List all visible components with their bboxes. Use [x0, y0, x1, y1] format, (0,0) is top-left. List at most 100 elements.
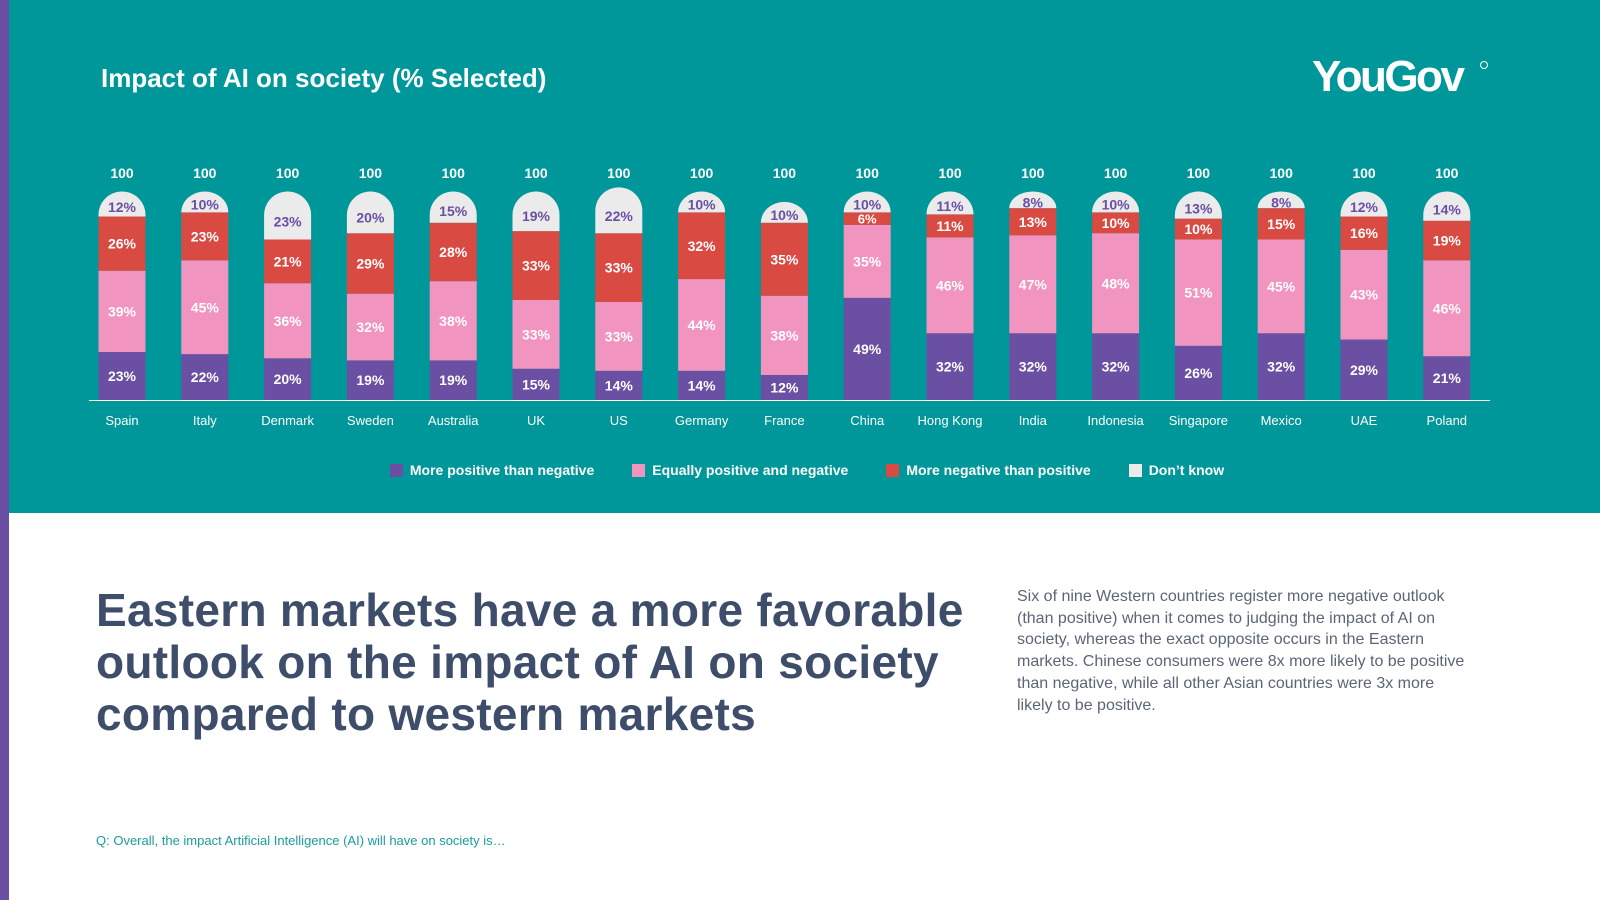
data-label-germany-equally-positive-and-negative: 44%: [688, 317, 717, 333]
chart-title: Impact of AI on society (% Selected): [101, 63, 547, 93]
data-label-us-don-t-know: 22%: [605, 208, 634, 224]
total-label-uk: 100: [524, 165, 548, 181]
bar-spain-equally-positive-and-negative: [98, 270, 146, 353]
bar-us-equally-positive-and-negative: [595, 302, 643, 371]
legend-swatch: [632, 463, 646, 477]
data-label-mexico-more-positive-than-negative: 32%: [1267, 359, 1296, 375]
stacked-bar-chart: 23% 39% 26% 12% 100 Spain 22% 45% 23% 10% 100 Italy…: [89, 165, 1490, 428]
category-label-poland: Poland: [1427, 413, 1467, 428]
bar-australia-more-negative-than-positive: [429, 222, 477, 282]
bar-indonesia-more-negative-than-positive: [1092, 212, 1140, 234]
bar-italy-more-negative-than-positive: [181, 212, 229, 261]
data-label-spain-more-negative-than-positive: 26%: [108, 236, 137, 252]
data-label-poland-equally-positive-and-negative: 46%: [1433, 300, 1462, 316]
total-label-sweden: 100: [359, 165, 383, 181]
data-label-uk-more-positive-than-negative: 15%: [522, 376, 551, 392]
headline: Eastern markets have a more favorable ou…: [96, 584, 964, 740]
category-label-us: US: [610, 413, 628, 428]
bar-india-equally-positive-and-negative: [1009, 235, 1057, 334]
legend-label: Don’t know: [1148, 462, 1225, 478]
data-label-denmark-more-negative-than-positive: 21%: [274, 253, 303, 269]
category-label-spain: Spain: [105, 413, 138, 428]
body-text: Six of nine Western countries register m…: [1017, 588, 1465, 714]
total-label-denmark: 100: [276, 165, 300, 181]
bar-poland-don-t-know: [1423, 191, 1471, 221]
bar-uae-more-positive-than-negative: [1340, 339, 1388, 400]
registered-mark-icon: [1480, 61, 1488, 69]
bar-germany-more-negative-than-positive: [678, 212, 726, 280]
bar-singapore-equally-positive-and-negative: [1174, 239, 1222, 346]
data-label-mexico-don-t-know: 8%: [1271, 195, 1292, 211]
bar-poland-more-positive-than-negative: [1423, 356, 1471, 400]
chart-legend: More positive than negative Equally posit…: [0, 462, 1600, 478]
total-label-uae: 100: [1352, 165, 1376, 181]
data-label-spain-don-t-know: 12%: [108, 199, 137, 215]
data-label-france-more-negative-than-positive: 35%: [770, 251, 799, 267]
data-label-uae-don-t-know: 12%: [1350, 199, 1379, 215]
data-label-mexico-equally-positive-and-negative: 45%: [1267, 278, 1296, 294]
data-label-indonesia-more-negative-than-positive: 10%: [1102, 215, 1131, 231]
bar-australia-equally-positive-and-negative: [429, 281, 477, 361]
bar-germany-don-t-know: [678, 191, 726, 213]
legend-label: Equally positive and negative: [652, 462, 849, 478]
bar-uk-equally-positive-and-negative: [512, 299, 560, 369]
data-label-india-don-t-know: 8%: [1023, 195, 1044, 211]
data-label-uae-equally-positive-and-negative: 43%: [1350, 287, 1379, 303]
bar-china-equally-positive-and-negative: [843, 224, 891, 298]
data-label-france-more-positive-than-negative: 12%: [770, 380, 799, 396]
bar-australia-don-t-know: [429, 191, 477, 223]
total-label-australia: 100: [442, 165, 466, 181]
data-label-italy-more-positive-than-negative: 22%: [191, 369, 220, 385]
legend-item-more-negative-than-positive: More negative than positive: [886, 462, 1091, 478]
bar-india-don-t-know: [1009, 191, 1057, 209]
total-label-france: 100: [773, 165, 797, 181]
data-label-france-equally-positive-and-negative: 38%: [770, 327, 799, 343]
bar-hong-kong-more-negative-than-positive: [926, 214, 974, 238]
data-label-sweden-more-positive-than-negative: 19%: [356, 372, 385, 388]
bar-mexico-equally-positive-and-negative: [1257, 239, 1305, 334]
data-label-denmark-more-positive-than-negative: 20%: [274, 371, 303, 387]
category-label-denmark: Denmark: [261, 413, 314, 428]
data-label-spain-more-positive-than-negative: 23%: [108, 368, 137, 384]
legend-item-don-t-know: Don’t know: [1128, 462, 1225, 478]
bar-denmark-more-positive-than-negative: [264, 358, 312, 400]
data-label-germany-more-negative-than-positive: 32%: [688, 238, 717, 254]
bar-italy-more-positive-than-negative: [181, 354, 229, 400]
data-label-germany-more-positive-than-negative: 14%: [688, 377, 717, 393]
category-label-indonesia: Indonesia: [1087, 413, 1144, 428]
legend-swatch: [1128, 463, 1142, 477]
data-label-spain-equally-positive-and-negative: 39%: [108, 303, 137, 319]
category-label-australia: Australia: [428, 413, 479, 428]
data-label-singapore-equally-positive-and-negative: 51%: [1184, 285, 1213, 301]
category-label-sweden: Sweden: [347, 413, 394, 428]
data-label-sweden-equally-positive-and-negative: 32%: [356, 319, 385, 335]
bar-denmark-more-negative-than-positive: [264, 239, 312, 284]
data-label-us-more-positive-than-negative: 14%: [605, 377, 634, 393]
bar-denmark-equally-positive-and-negative: [264, 283, 312, 359]
left-accent-bar: [0, 0, 9, 900]
data-label-singapore-more-negative-than-positive: 10%: [1184, 221, 1213, 237]
data-label-us-equally-positive-and-negative: 33%: [605, 328, 634, 344]
bar-india-more-negative-than-positive: [1009, 208, 1057, 236]
bar-denmark-don-t-know: [264, 191, 312, 240]
data-label-denmark-equally-positive-and-negative: 36%: [274, 313, 303, 329]
data-label-uk-don-t-know: 19%: [522, 208, 551, 224]
bar-uk-more-negative-than-positive: [512, 231, 560, 300]
bar-france-don-t-know: [760, 201, 808, 223]
data-label-australia-more-negative-than-positive: 28%: [439, 244, 468, 260]
yougov-logo: YouGov: [1312, 52, 1465, 101]
bar-hong-kong-more-positive-than-negative: [926, 333, 974, 400]
bar-mexico-more-negative-than-positive: [1257, 208, 1305, 240]
total-label-india: 100: [1021, 165, 1045, 181]
bar-singapore-more-negative-than-positive: [1174, 218, 1222, 240]
bar-china-more-positive-than-negative: [843, 297, 891, 400]
data-label-sweden-don-t-know: 20%: [356, 209, 385, 225]
category-label-france: France: [764, 413, 804, 428]
data-label-hong-kong-don-t-know: 11%: [936, 198, 964, 214]
data-label-sweden-more-negative-than-positive: 29%: [356, 255, 385, 271]
data-label-uae-more-negative-than-positive: 16%: [1350, 225, 1379, 241]
data-label-india-more-positive-than-negative: 32%: [1019, 359, 1048, 375]
data-label-australia-more-positive-than-negative: 19%: [439, 372, 468, 388]
data-label-indonesia-equally-positive-and-negative: 48%: [1102, 275, 1131, 291]
bar-us-more-positive-than-negative: [595, 370, 643, 400]
